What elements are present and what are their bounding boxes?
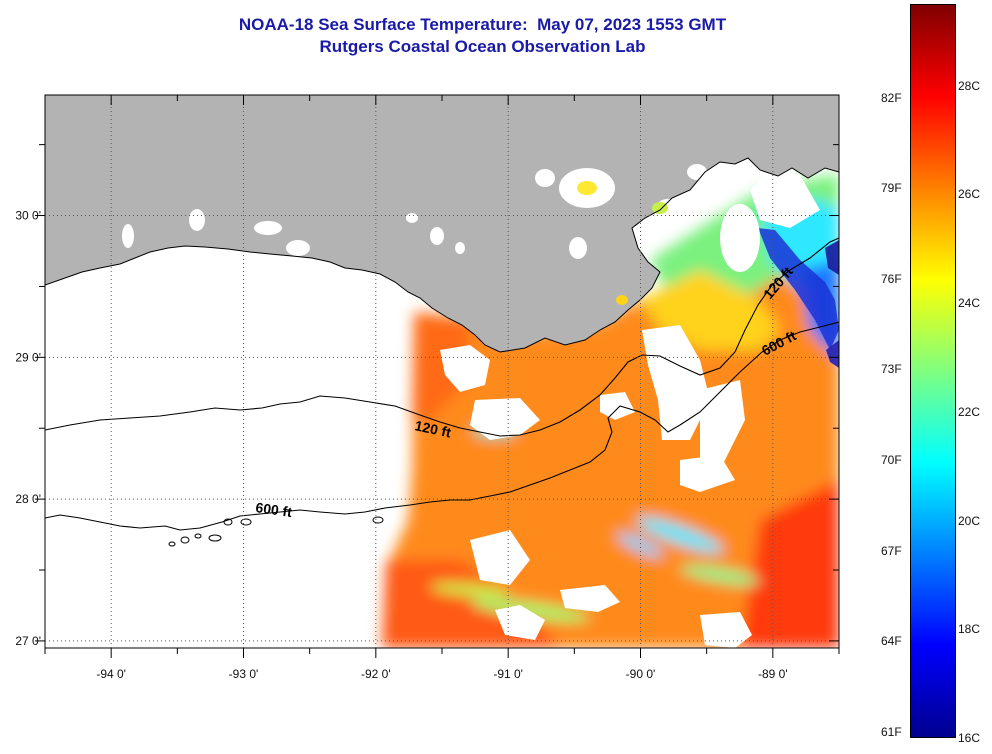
cloud-gap-2 [470, 398, 540, 440]
latitude-tick-label: 28 0' [15, 492, 41, 506]
latitude-tick-label: 27 0' [15, 634, 41, 648]
longitude-tick-label: -89 0' [758, 667, 788, 681]
deep-contour-islets [168, 516, 384, 547]
inland-lake-7 [254, 221, 282, 235]
longitude-tick-label: -91 0' [493, 667, 523, 681]
sst-west-warm-patch [412, 312, 470, 420]
colorbar-label-fahrenheit: 82F [881, 90, 902, 105]
axis-ticks [35, 95, 840, 658]
graticule-grid [45, 95, 839, 648]
cloud-gap-9 [680, 455, 735, 492]
colorbar-label-fahrenheit: 76F [881, 271, 902, 286]
inland-lake-2 [535, 169, 555, 187]
cloud-gap-10 [560, 585, 620, 612]
colorbar-label-celsius: 28C [958, 78, 981, 93]
contour-600ft [45, 321, 839, 531]
cloud-gaps [440, 170, 820, 648]
inland-lake-8 [406, 213, 418, 223]
inland-lake-5 [189, 209, 205, 231]
inland-lake-warm-3 [652, 202, 668, 214]
inland-lake-warm-2 [616, 295, 628, 305]
cloud-gap-5 [600, 392, 635, 420]
longitude-tick-label: -92 0' [361, 667, 391, 681]
colorbar-label-celsius: 18C [958, 622, 981, 637]
inland-lake-13 [687, 164, 707, 180]
sst-cool-streak-6 [617, 533, 663, 557]
cloud-gap-7 [470, 530, 530, 585]
latitude-tick-label: 30 0' [15, 209, 41, 223]
colorbar-gradient [910, 4, 956, 738]
inland-lake-9 [430, 227, 444, 245]
sst-cool-streak-4 [430, 583, 510, 597]
colorbar-label-celsius: 26C [958, 187, 981, 202]
colorbar [910, 4, 956, 738]
inland-lake-4 [286, 240, 310, 256]
cloud-gap-3 [642, 325, 710, 440]
colorbar-label-fahrenheit: 67F [881, 543, 902, 558]
map-subtitle: Rutgers Coastal Ocean Observation Lab [319, 37, 646, 56]
sst-navy-streak-south [826, 340, 839, 368]
inland-lake-10 [455, 242, 465, 254]
sst-cool-streak-1 [636, 517, 724, 553]
inland-waters [122, 164, 760, 272]
map-title: NOAA-18 Sea Surface Temperature: May 07,… [238, 15, 727, 34]
contour-label-600ft-west: 600 ft [255, 499, 294, 520]
cloud-gap-8 [495, 605, 545, 640]
contour-label-120ft-west: 120 ft [413, 417, 452, 440]
colorbar-label-fahrenheit: 79F [881, 181, 902, 196]
colorbar-label-celsius: 20C [958, 513, 981, 528]
sst-navy-streak [825, 240, 839, 275]
cloud-gap-11 [700, 612, 752, 648]
colorbar-label-fahrenheit: 64F [881, 634, 902, 649]
inland-lake-3 [569, 237, 587, 259]
colorbar-label-fahrenheit: 73F [881, 362, 902, 377]
sst-southeast-warm-patch [740, 480, 839, 648]
longitude-tick-label: -90 0' [626, 667, 656, 681]
title-block: NOAA-18 Sea Surface Temperature: May 07,… [0, 14, 965, 58]
longitude-tick-label: -93 0' [229, 667, 259, 681]
latitude-tick-label: 29 0' [15, 350, 41, 364]
cloud-gap-4 [700, 380, 745, 470]
cloud-gap-6 [750, 170, 820, 228]
longitude-tick-label: -94 0' [96, 667, 126, 681]
cloud-gap-1 [440, 345, 490, 392]
sst-deep-blue-streak [758, 228, 839, 350]
inland-lake-warm-1 [577, 181, 597, 195]
colorbar-label-celsius: 22C [958, 404, 981, 419]
sst-cool-streak-2 [680, 565, 760, 585]
axis-labels: -94 0' -93 0' -92 0' -91 0' -90 0' -89 0' 30 0… [15, 209, 787, 681]
colorbar-label-fahrenheit: 70F [881, 453, 902, 468]
colorbar-label-celsius: 24C [958, 296, 981, 311]
inland-lake-11 [720, 204, 760, 272]
coastline [45, 157, 839, 353]
colorbar-label-celsius: 16C [958, 731, 981, 745]
sst-cool-streak-3 [470, 598, 590, 622]
colorbar-label-fahrenheit: 61F [881, 724, 902, 739]
inland-lake-6 [122, 224, 134, 248]
contour-120ft [45, 237, 839, 437]
